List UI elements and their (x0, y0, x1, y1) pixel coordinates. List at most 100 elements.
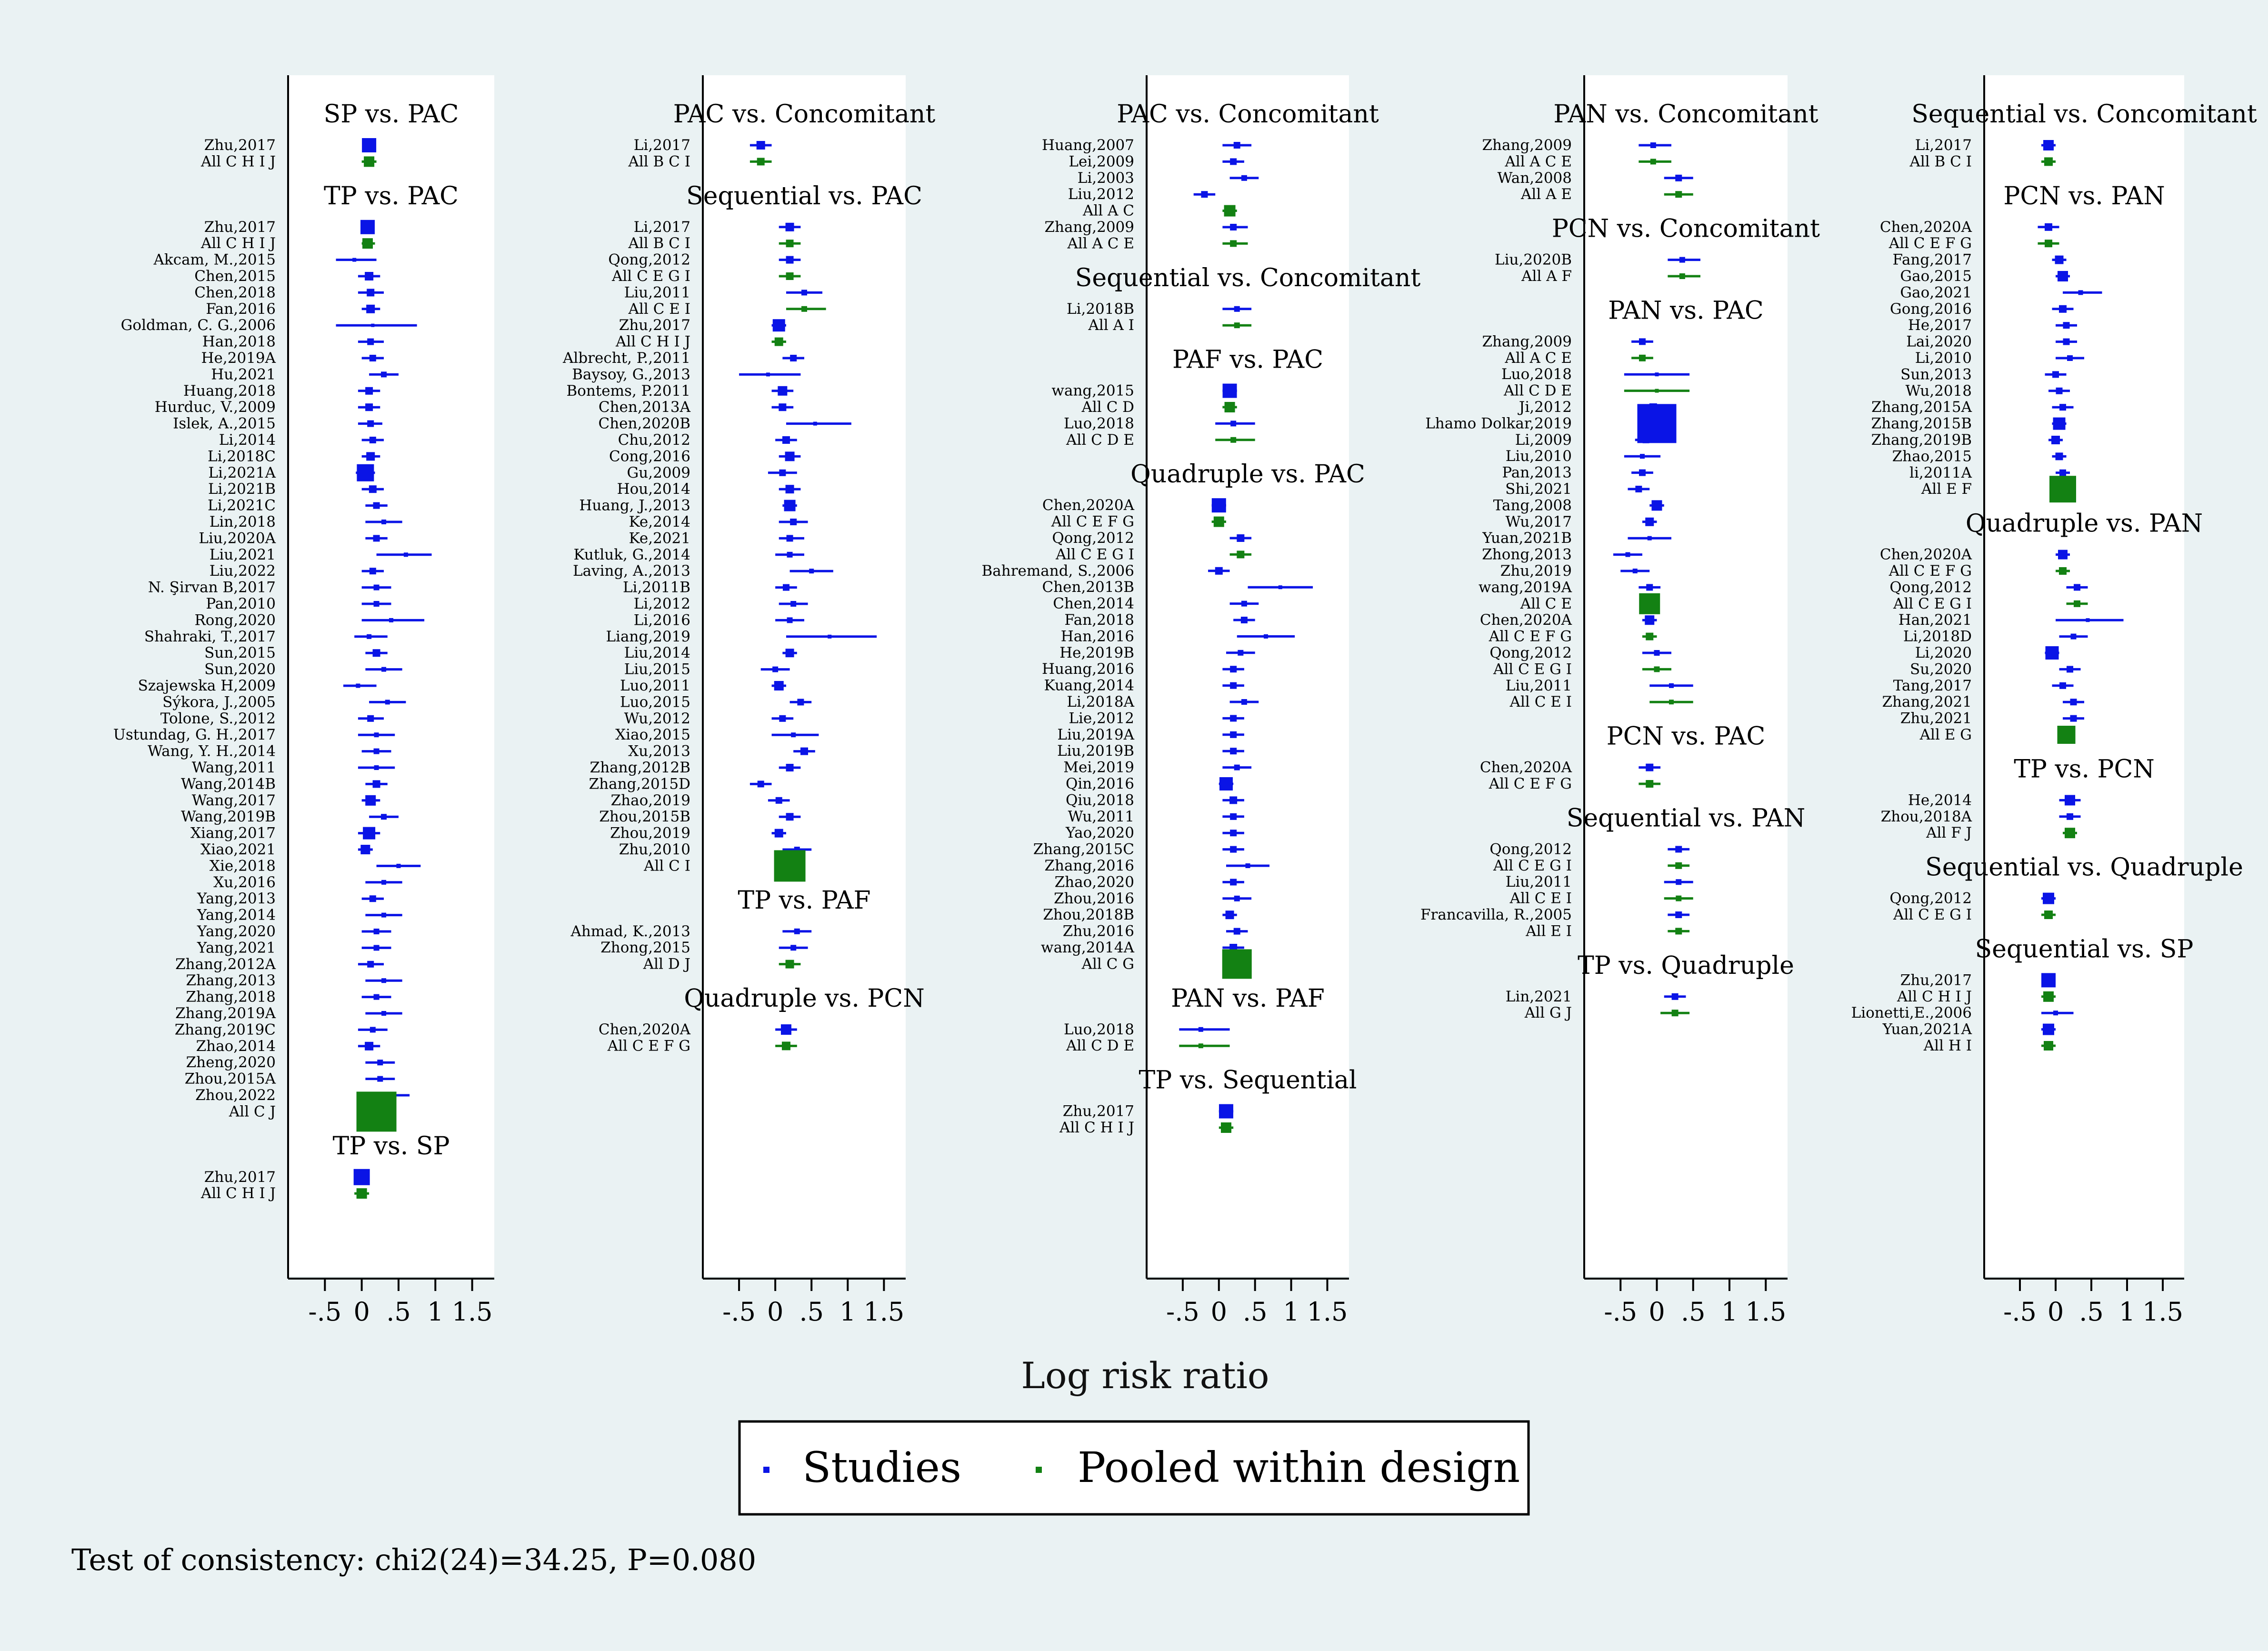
study-marker (1234, 764, 1240, 770)
row-label: Chen,2020A (1480, 759, 1572, 776)
study-marker (2067, 813, 2073, 820)
pooled-row: All E F (1921, 476, 2076, 503)
row-label: Zhou,2015B (599, 808, 690, 825)
study-marker (787, 617, 793, 623)
pooled-marker (781, 1041, 790, 1051)
row-label: All C G (1081, 955, 1134, 972)
row-label: Su,2020 (1910, 660, 1972, 678)
study-marker (772, 666, 779, 672)
study-row: Li,2018D (1903, 628, 2088, 645)
study-row: Zhang,2016 (1044, 857, 1270, 874)
study-row: He,2019B (1059, 644, 1255, 661)
study-row: Xiang,2017 (190, 825, 380, 842)
study-marker (1230, 813, 1237, 820)
study-marker (1222, 383, 1237, 398)
study-row: Liu,2021 (210, 546, 432, 563)
row-label: Ke,2014 (629, 513, 690, 530)
pooled-marker (2049, 476, 2076, 503)
x-tick-label: .5 (2079, 1297, 2104, 1327)
study-marker (790, 519, 797, 525)
row-label: Yang,2020 (197, 923, 276, 940)
row-label: Zhao,2015 (1892, 448, 1972, 465)
row-label: Li,2003 (1078, 170, 1134, 187)
study-marker (356, 683, 360, 688)
row-label: Chen,2018 (194, 284, 276, 301)
group-title: Quadruple vs. PCN (684, 984, 924, 1013)
row-label: Li,2018D (1903, 628, 1972, 645)
study-row: li,2011A (1909, 464, 2070, 481)
study-row: Zhang,2015C (1033, 841, 1244, 858)
row-label: Zhu,2016 (1063, 923, 1134, 940)
study-marker (785, 222, 794, 231)
study-marker (1201, 191, 1208, 198)
study-row: Baysoy, G.,2013 (572, 366, 801, 383)
study-row: Yao,2020 (1065, 824, 1244, 841)
study-marker (2051, 436, 2060, 444)
study-marker (2059, 404, 2066, 411)
pooled-row: All A I (1088, 317, 1252, 334)
row-label: Huang,2007 (1042, 137, 1134, 154)
study-row: Xie,2018 (210, 857, 421, 874)
study-marker (1646, 763, 1654, 771)
row-label: Mei,2019 (1063, 759, 1134, 776)
study-marker (2059, 469, 2066, 476)
row-label: Laving, A.,2013 (573, 562, 690, 580)
row-label: Gao,2015 (1900, 268, 1972, 285)
row-label: All C E G I (1055, 546, 1134, 563)
pooled-row: All C E I (1509, 890, 1693, 907)
study-row: Zhou,2016 (1054, 890, 1252, 907)
study-row: Xiao,2021 (200, 841, 373, 858)
pooled-row: All A C E (1504, 350, 1653, 367)
pooled-row: All C E G I (1055, 546, 1252, 563)
row-label: Chen,2013B (1042, 579, 1134, 596)
study-marker (374, 765, 379, 770)
row-label: All E I (1525, 922, 1572, 940)
study-row: Liu,2010 (1506, 448, 1661, 465)
study-marker (1263, 634, 1268, 639)
study-marker (775, 797, 782, 804)
row-label: Liu,2020B (1495, 251, 1572, 269)
study-marker (1237, 534, 1245, 542)
pooled-marker (1234, 322, 1240, 329)
study-marker (369, 355, 376, 361)
study-row: Li,2012 (634, 595, 808, 612)
row-label: He,2014 (1908, 791, 1972, 809)
x-tick-label: 1 (1283, 1297, 1299, 1327)
study-marker (2078, 290, 2083, 295)
study-row: Fang,2017 (1893, 251, 2067, 269)
x-tick-label: 1 (2119, 1297, 2135, 1327)
study-row: Gao,2021 (1900, 284, 2102, 301)
row-label: Pan,2013 (1502, 464, 1572, 481)
study-row: Akcam, M.,2015 (153, 251, 377, 269)
pooled-marker (2065, 828, 2075, 839)
study-marker (1245, 863, 1250, 868)
study-row: Zhao,2020 (1055, 873, 1244, 891)
row-label: Liu,2011 (1506, 873, 1572, 891)
study-row: Qong,2012 (1052, 530, 1252, 547)
row-label: Ji,2012 (1518, 399, 1572, 416)
study-row: Li,2020 (1915, 644, 2059, 661)
pooled-marker (1669, 700, 1674, 705)
study-row: Zhang,2019B (1871, 431, 2063, 449)
study-marker (1669, 683, 1674, 688)
study-marker (1230, 748, 1237, 755)
row-label: All C H I J (200, 235, 276, 252)
study-row: Tang,2017 (1893, 677, 2074, 694)
study-marker (1230, 682, 1237, 689)
study-row: Zhang,2015D (589, 775, 772, 792)
study-marker (1679, 257, 1685, 263)
study-marker (1645, 615, 1655, 625)
study-row: Kutluk, G.,2014 (573, 546, 804, 563)
pooled-marker (801, 306, 807, 312)
pooled-row: All C I (643, 850, 806, 882)
row-label: Chen,2020A (1880, 219, 1972, 236)
row-label: Albrecht, P.,2011 (562, 350, 690, 367)
study-marker (381, 667, 387, 672)
pooled-marker (1671, 1010, 1679, 1017)
study-row: Gu,2009 (627, 464, 797, 481)
study-marker (1233, 142, 1240, 149)
pooled-row: All C E F G (1888, 562, 2070, 580)
pooled-row: All C E F G (1489, 628, 1657, 645)
row-label: Li,2010 (1915, 350, 1972, 367)
study-marker (373, 535, 380, 542)
